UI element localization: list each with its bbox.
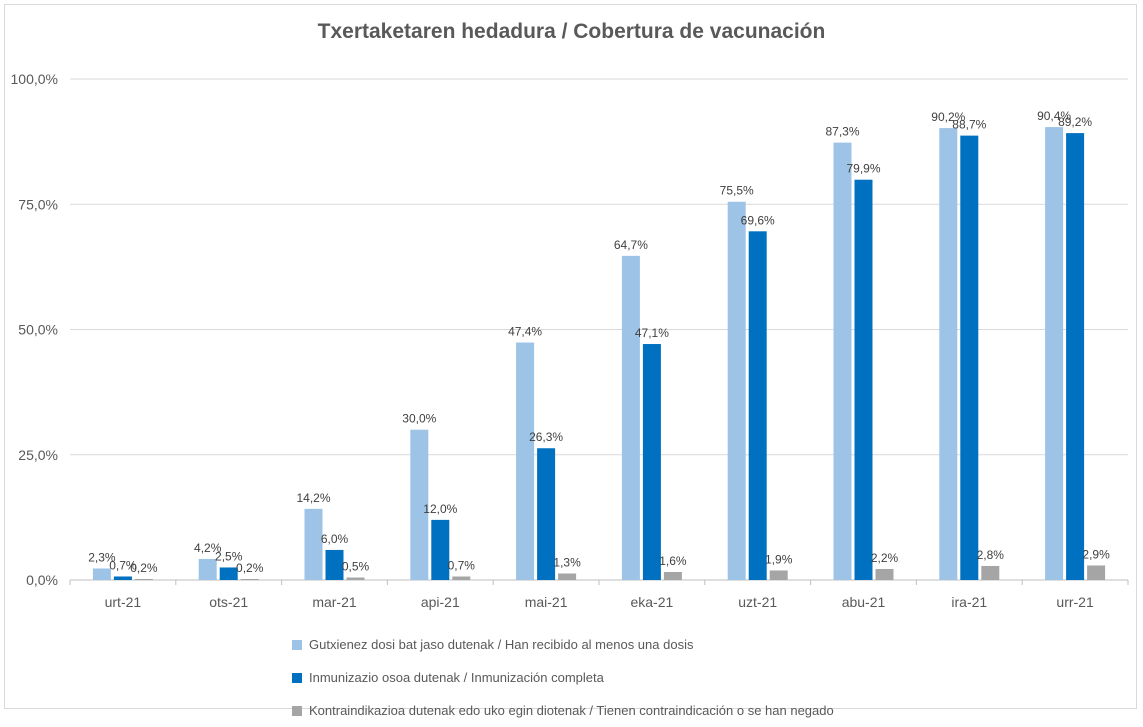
x-tick-label: uzt-21 (738, 594, 777, 610)
bar-contraindicated (134, 578, 153, 580)
bar-contraindicated (452, 576, 471, 580)
x-tick-label: ots-21 (209, 594, 248, 610)
bar-first-dose (621, 255, 640, 580)
legend-label-contraindicated: Kontraindikazioa dutenak edo uko egin di… (309, 703, 834, 718)
data-label: 12,0% (423, 502, 457, 516)
legend-label-first-dose: Gutxienez dosi bat jaso dutenak / Han re… (309, 637, 694, 652)
bar-first-dose (198, 558, 217, 580)
data-label: 88,7% (952, 118, 986, 132)
data-label: 1,6% (659, 554, 687, 568)
bar-first-dose (939, 128, 958, 580)
chart-legend: Gutxienez dosi bat jaso dutenak / Han re… (292, 628, 834, 727)
bar-full-immunization (960, 135, 979, 580)
data-label: 89,2% (1058, 115, 1092, 129)
bar-full-immunization (113, 576, 132, 580)
y-tick-label: 75,0% (18, 196, 58, 212)
data-label: 90,2% (931, 110, 965, 124)
bar-full-immunization (854, 179, 873, 581)
data-label: 1,3% (553, 555, 581, 569)
chart-title: Txertaketaren hedadura / Cobertura de va… (317, 20, 826, 43)
bar-contraindicated (981, 565, 1000, 580)
data-label: 69,6% (741, 213, 775, 227)
data-label: 87,3% (825, 125, 859, 139)
bar-contraindicated (1087, 565, 1106, 580)
y-tick-label: 25,0% (18, 447, 58, 463)
data-label: 64,7% (614, 238, 648, 252)
bar-first-dose (304, 508, 323, 580)
data-label: 0,7% (109, 558, 137, 572)
x-tick-label: abu-21 (842, 594, 886, 610)
bar-full-immunization (325, 549, 344, 580)
bar-full-immunization (1066, 133, 1085, 580)
bar-first-dose (516, 342, 535, 580)
bar-first-dose (727, 201, 746, 580)
data-label: 47,4% (508, 325, 542, 339)
bar-first-dose (410, 429, 429, 580)
data-label: 0,5% (342, 559, 370, 573)
data-label: 47,1% (635, 326, 669, 340)
legend-item-full-immunization: Inmunizazio osoa dutenak / Inmunización … (292, 661, 834, 694)
data-label: 0,2% (236, 561, 264, 575)
data-label: 0,7% (448, 558, 476, 572)
x-tick-label: mar-21 (312, 594, 357, 610)
x-tick-label: mai-21 (525, 594, 568, 610)
y-tick-label: 0,0% (26, 572, 58, 588)
bar-full-immunization (219, 567, 238, 580)
data-label: 0,2% (130, 561, 158, 575)
bar-contraindicated (558, 573, 577, 580)
legend-swatch-full-immunization (292, 672, 302, 683)
bar-contraindicated (240, 578, 259, 580)
bar-first-dose (92, 568, 111, 580)
data-label: 90,4% (1037, 109, 1071, 123)
data-label: 1,9% (765, 552, 793, 566)
legend-swatch-first-dose (292, 639, 302, 650)
x-tick-label: eka-21 (630, 594, 673, 610)
data-label: 2,3% (88, 550, 116, 564)
x-tick-label: api-21 (421, 594, 460, 610)
bar-contraindicated (875, 568, 894, 580)
y-tick-label: 50,0% (18, 322, 58, 338)
bar-contraindicated (663, 571, 682, 580)
y-tick-label: 100,0% (11, 71, 58, 87)
bar-full-immunization (642, 344, 661, 580)
data-label: 2,8% (977, 548, 1005, 562)
bar-full-immunization (537, 448, 556, 580)
legend-item-contraindicated: Kontraindikazioa dutenak edo uko egin di… (292, 694, 834, 727)
data-label: 79,9% (846, 162, 880, 176)
legend-swatch-contraindicated (292, 705, 302, 716)
data-label: 6,0% (321, 532, 349, 546)
bar-full-immunization (748, 231, 767, 580)
bar-first-dose (1045, 127, 1064, 580)
bar-full-immunization (431, 519, 450, 580)
data-label: 30,0% (402, 412, 436, 426)
legend-label-full-immunization: Inmunizazio osoa dutenak / Inmunización … (309, 670, 604, 685)
bar-contraindicated (769, 570, 788, 580)
data-label: 2,9% (1082, 547, 1110, 561)
x-tick-label: urt-21 (105, 594, 142, 610)
data-label: 4,2% (194, 541, 222, 555)
bar-contraindicated (346, 577, 365, 580)
x-tick-label: urr-21 (1056, 594, 1094, 610)
bar-first-dose (833, 142, 852, 580)
legend-item-first-dose: Gutxienez dosi bat jaso dutenak / Han re… (292, 628, 834, 661)
data-label: 2,5% (215, 549, 243, 563)
data-label: 26,3% (529, 430, 563, 444)
x-tick-label: ira-21 (951, 594, 987, 610)
data-label: 14,2% (296, 491, 330, 505)
data-label: 75,5% (720, 184, 754, 198)
data-label: 2,2% (871, 551, 899, 565)
